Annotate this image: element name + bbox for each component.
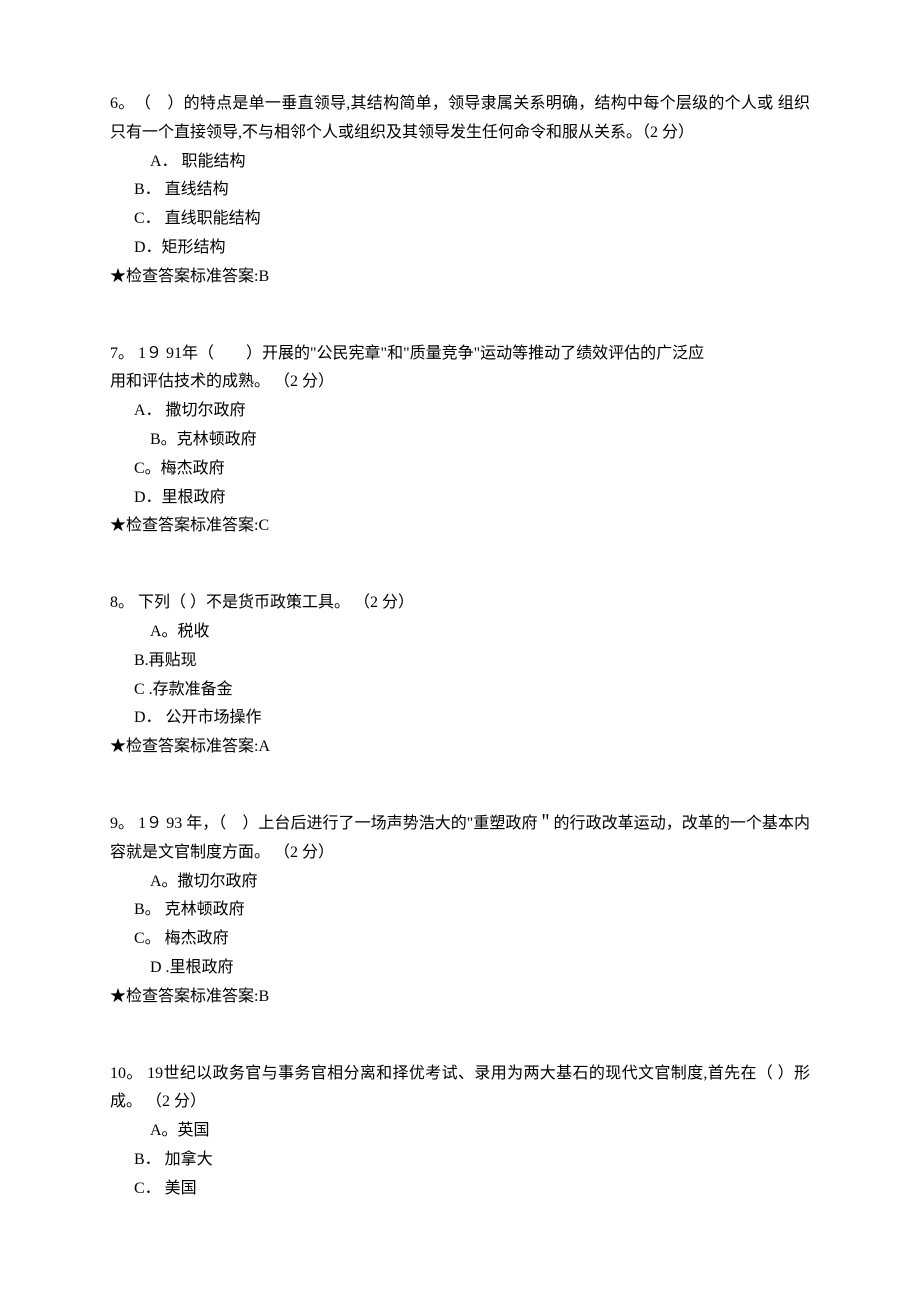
question-8: 8。 下列（ ）不是货币政策工具。 （2 分） A。税收 B.再贴现 C .存款… [110,589,810,762]
question-stem-text: 1９ 93 年，（ ）上台后进行了一场声势浩大的"重塑政府＂的行政改革运动，改革… [110,815,810,861]
option-b: B． 加拿大 [110,1146,810,1175]
option-c: C． 美国 [110,1175,810,1204]
question-7: 7。 1９ 91年（ ）开展的"公民宪章"和"质量竞争"运动等推动了绩效评估的广… [110,340,810,542]
question-number: 6。 [110,95,127,112]
option-b: B． 直线结构 [110,176,810,205]
option-c: C． 直线职能结构 [110,205,810,234]
option-d: D．矩形结构 [110,234,810,263]
answer-line: ★检查答案标准答案:C [110,512,810,541]
answer-line: ★检查答案标准答案:B [110,983,810,1012]
option-a: A。英国 [110,1117,810,1146]
option-a: A。税收 [110,618,810,647]
option-d: D .里根政府 [110,954,810,983]
question-stem: 7。 1９ 91年（ ）开展的"公民宪章"和"质量竞争"运动等推动了绩效评估的广… [110,340,810,369]
question-number: 9。 [110,815,134,832]
option-d: D． 公开市场操作 [110,704,810,733]
question-stem-cont: 用和评估技术的成熟。 （2 分） [110,368,810,397]
question-stem: 9。 1９ 93 年，（ ）上台后进行了一场声势浩大的"重塑政府＂的行政改革运动… [110,810,810,868]
question-stem-text: （ ）的特点是单一垂直领导,其结构简单，领导隶属关系明确，结构中每个层级的个人或… [110,95,810,141]
option-c: C。梅杰政府 [110,455,810,484]
answer-line: ★检查答案标准答案:A [110,733,810,762]
option-b: B。 克林顿政府 [110,896,810,925]
option-a: A。撒切尔政府 [110,868,810,897]
question-10: 10。 19世纪以政务官与事务官相分离和择优考试、录用为两大基石的现代文官制度,… [110,1060,810,1204]
option-c: C .存款准备金 [110,676,810,705]
option-d: D．里根政府 [110,484,810,513]
option-c: C。 梅杰政府 [110,925,810,954]
question-9: 9。 1９ 93 年，（ ）上台后进行了一场声势浩大的"重塑政府＂的行政改革运动… [110,810,810,1012]
question-stem: 8。 下列（ ）不是货币政策工具。 （2 分） [110,589,810,618]
question-number: 10。 [110,1065,143,1082]
option-b: B.再贴现 [110,647,810,676]
question-stem: 10。 19世纪以政务官与事务官相分离和择优考试、录用为两大基石的现代文官制度,… [110,1060,810,1118]
question-stem-text-1: 1９ 91年（ ）开展的"公民宪章"和"质量竞争"运动等推动了绩效评估的广泛应 [134,345,704,362]
question-stem-text: 下列（ ）不是货币政策工具。 （2 分） [134,594,414,611]
answer-line: ★检查答案标准答案:B [110,263,810,292]
question-6: 6。 （ ）的特点是单一垂直领导,其结构简单，领导隶属关系明确，结构中每个层级的… [110,90,810,292]
question-number: 8。 [110,594,134,611]
option-a: A． 职能结构 [110,148,810,177]
question-stem-text: 19世纪以政务官与事务官相分离和择优考试、录用为两大基石的现代文官制度,首先在（… [110,1065,810,1111]
option-a: A． 撒切尔政府 [110,397,810,426]
option-b: B。克林顿政府 [110,426,810,455]
question-number: 7。 [110,345,134,362]
question-stem: 6。 （ ）的特点是单一垂直领导,其结构简单，领导隶属关系明确，结构中每个层级的… [110,90,810,148]
